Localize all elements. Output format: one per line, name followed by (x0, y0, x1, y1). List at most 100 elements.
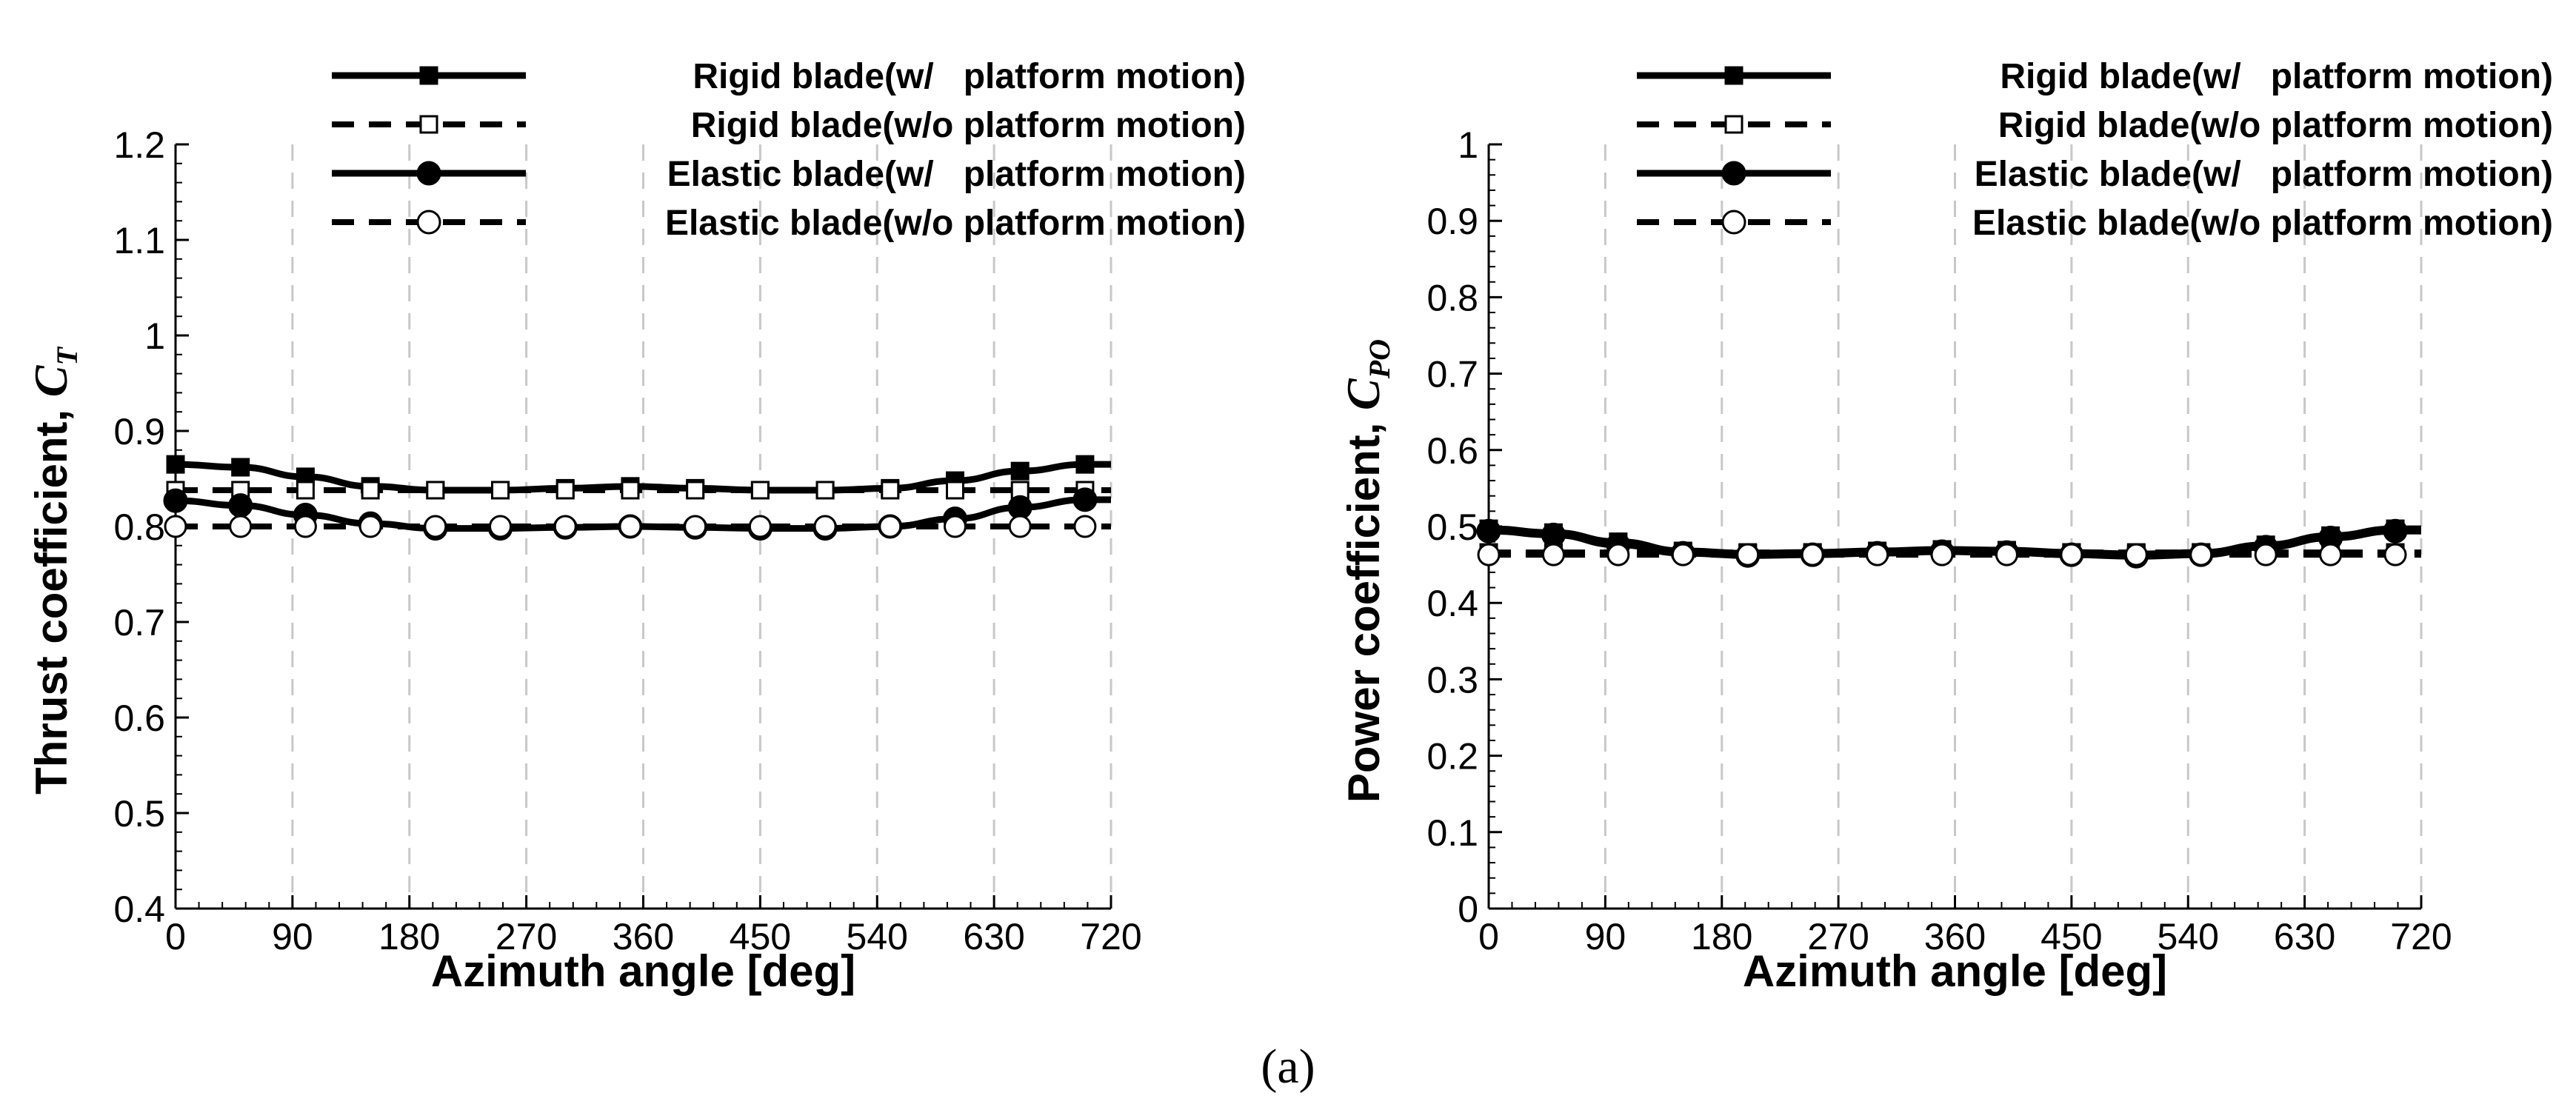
data-point (163, 488, 188, 513)
y-axis-title-subscript: PO (1363, 339, 1396, 379)
y-tick-label: 0 (1458, 889, 1478, 930)
legend-label-2: Elastic blade(w/ platform motion) (1975, 155, 2553, 194)
data-point (1072, 487, 1098, 512)
data-point (361, 481, 380, 500)
thrust-chart: 0 90 180 270 360 450 540 630 720 0.4 0.5 0.6 0.7 0.8 0… (24, 57, 1246, 996)
series-line-2 (1488, 527, 2421, 560)
y-tick-label: 0.3 (1427, 659, 1478, 700)
data-point (358, 515, 382, 538)
legend: Rigid blade(w/ platform motion) Rigid bla… (1637, 57, 2553, 243)
data-point (1476, 518, 1501, 544)
legend-label-0: Rigid blade(w/ platform motion) (2000, 57, 2553, 96)
data-point (293, 515, 317, 538)
y-tick-label: 0.1 (1427, 812, 1478, 854)
data-point (1671, 543, 1695, 566)
data-point (621, 481, 640, 500)
data-point (878, 515, 902, 538)
x-tick-label: 630 (2274, 916, 2335, 957)
x-tick-label: 720 (1080, 916, 1141, 957)
data-point (1736, 543, 1760, 566)
data-point (229, 515, 253, 538)
y-axis-title-symbol: C (24, 364, 77, 397)
data-point (1930, 543, 1954, 566)
data-point (1801, 543, 1824, 566)
data-point (1541, 522, 1566, 547)
legend-marker-3 (416, 210, 441, 235)
y-axis-title-subscript: T (50, 347, 84, 366)
x-tick-label: 0 (1478, 916, 1499, 957)
legend-label-2: Elastic blade(w/ platform motion) (667, 155, 1246, 194)
x-tick-label: 270 (1807, 916, 1869, 957)
x-tick-label: 90 (1585, 916, 1626, 957)
y-tick-label: 0.7 (113, 602, 165, 643)
x-axis-title: Azimuth angle [deg] (431, 946, 855, 996)
x-tick-label: 630 (963, 916, 1024, 957)
data-point (618, 515, 642, 538)
data-point (944, 515, 967, 538)
y-tick-label: 0.8 (1427, 277, 1478, 318)
legend-marker-1 (419, 115, 438, 134)
data-point (686, 481, 705, 500)
x-tick-label: 180 (1691, 916, 1752, 957)
legend-marker-1 (1724, 115, 1744, 134)
data-point (231, 458, 250, 477)
y-tick-label: 0.5 (113, 793, 165, 835)
data-point (813, 515, 837, 538)
data-point (553, 515, 577, 538)
data-point (2060, 543, 2083, 566)
y-tick-label: 0.7 (1427, 354, 1478, 395)
legend-marker-0 (419, 66, 438, 85)
legend-label-1: Rigid blade(w/o platform motion) (691, 106, 1246, 145)
y-tick-label: 1 (1458, 124, 1478, 166)
x-tick-label: 90 (272, 916, 313, 957)
y-tick-label: 1.2 (113, 124, 165, 166)
data-point (2254, 543, 2278, 566)
data-point (164, 515, 187, 538)
data-point (424, 515, 447, 538)
legend-label-0: Rigid blade(w/ platform motion) (693, 57, 1246, 96)
x-tick-label: 450 (2041, 916, 2102, 957)
legend-label-3: Elastic blade(w/o platform motion) (1972, 204, 2553, 243)
data-point (684, 515, 707, 538)
data-point (1075, 455, 1095, 474)
x-tick-label: 720 (2390, 916, 2452, 957)
legend-marker-2 (416, 161, 441, 186)
legend-marker-0 (1724, 66, 1744, 85)
figure-caption: (a) (1261, 1040, 1315, 1094)
legend: Rigid blade(w/ platform motion) Rigid bla… (332, 57, 1246, 243)
data-point (748, 515, 772, 538)
data-point (1008, 515, 1032, 538)
data-point (1995, 543, 2018, 566)
data-point (555, 481, 575, 500)
data-point (489, 515, 513, 538)
y-tick-label: 0.6 (113, 698, 165, 739)
data-point (881, 481, 900, 500)
y-tick-label: 1.1 (113, 220, 165, 261)
y-tick-label: 0.9 (113, 411, 165, 452)
data-point (1477, 543, 1501, 566)
data-point (2383, 518, 2408, 544)
data-point (815, 481, 835, 500)
data-point (2124, 543, 2148, 566)
y-axis-title-text: Thrust coefficient, (27, 397, 76, 795)
y-tick-label: 0.4 (113, 889, 165, 930)
data-point (228, 493, 253, 518)
data-point (426, 481, 445, 500)
legend-marker-2 (1721, 161, 1746, 186)
data-point (1606, 543, 1630, 566)
data-point (296, 481, 315, 500)
x-tick-label: 540 (2158, 916, 2219, 957)
data-point (1866, 543, 1889, 566)
y-tick-label: 0.6 (1427, 430, 1478, 472)
y-tick-label: 0.4 (1427, 583, 1478, 624)
power-chart: 0 90 180 270 360 450 540 630 720 0 0.1 0.2 0.3 0.4 0.5… (1337, 57, 2553, 996)
data-point (750, 481, 770, 500)
y-tick-label: 0.9 (1427, 201, 1478, 242)
x-tick-label: 540 (847, 916, 908, 957)
y-axis-title: Thrust coefficient, CT (24, 347, 84, 795)
data-point (2383, 543, 2407, 566)
data-point (2189, 543, 2213, 566)
legend-label-3: Elastic blade(w/o platform motion) (665, 204, 1246, 243)
x-tick-label: 180 (378, 916, 440, 957)
